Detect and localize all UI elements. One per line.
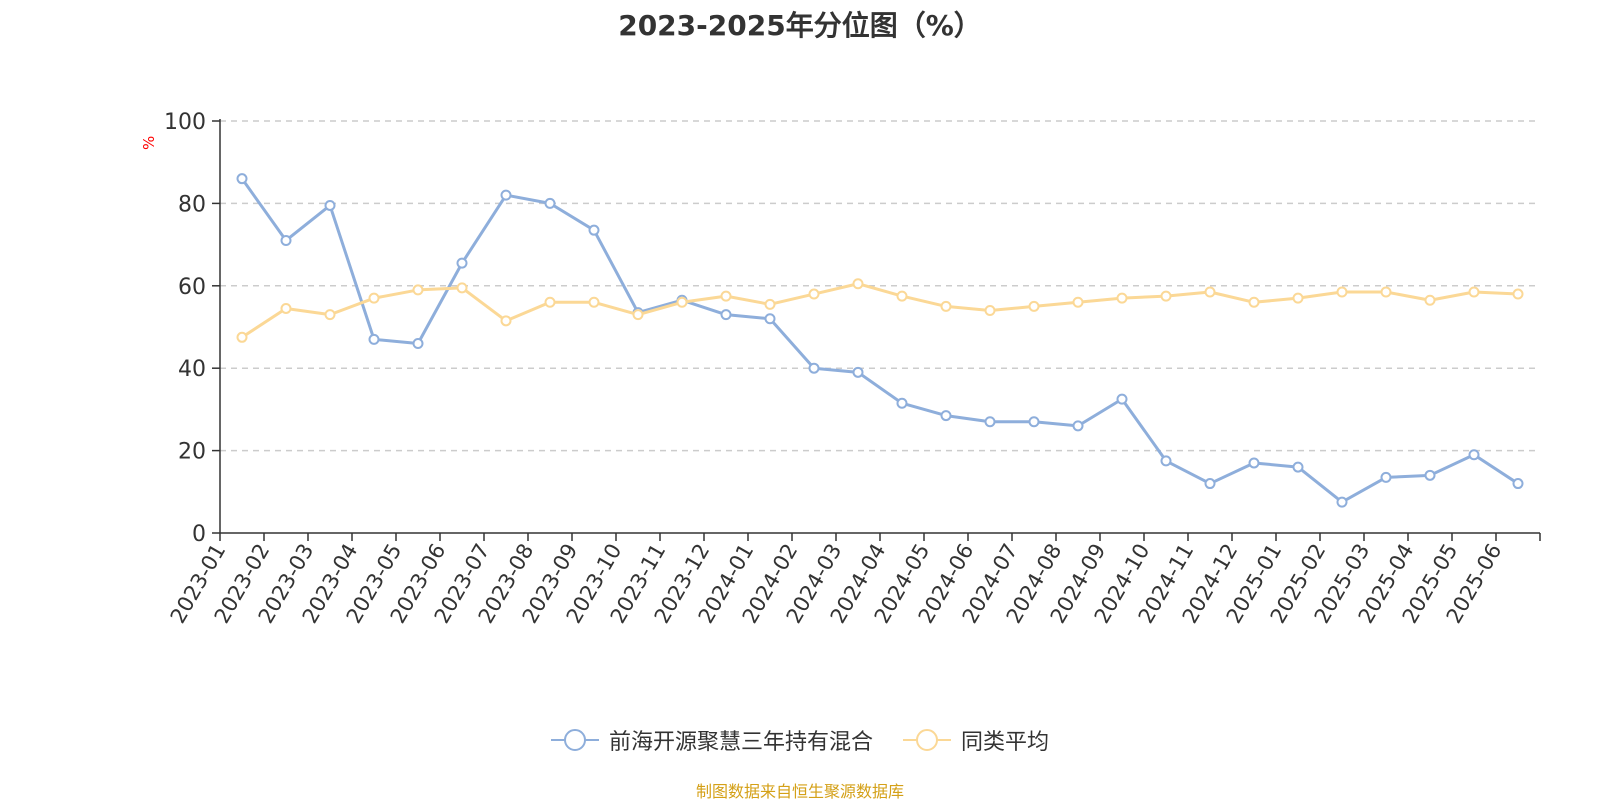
- data-point: [720, 309, 732, 321]
- legend-marker-series-1: [550, 729, 599, 751]
- data-point: [1204, 478, 1216, 490]
- data-point: [808, 288, 820, 300]
- data-point: [896, 397, 908, 409]
- data-point: [500, 315, 512, 327]
- y-tick-label: 80: [178, 192, 206, 217]
- legend-label-series-2: 同类平均: [961, 730, 1050, 755]
- legend-item-series-1[interactable]: 前海开源聚慧三年持有混合: [550, 724, 873, 756]
- data-point: [1336, 496, 1348, 508]
- data-point: [1292, 292, 1304, 304]
- data-point: [984, 305, 996, 317]
- data-point: [280, 234, 292, 246]
- data-point: [1028, 300, 1040, 312]
- data-point: [1248, 296, 1260, 308]
- source-note: 制图数据来自恒生聚源数据库: [695, 782, 904, 801]
- data-point: [324, 199, 336, 211]
- data-point: [764, 313, 776, 325]
- data-point: [588, 296, 600, 308]
- data-point: [456, 282, 468, 294]
- data-point: [1028, 416, 1040, 428]
- y-tick-label: 40: [178, 357, 206, 382]
- legend: 前海开源聚慧三年持有混合 同类平均: [0, 724, 1600, 756]
- data-point: [852, 366, 864, 378]
- legend-label-series-1: 前海开源聚慧三年持有混合: [608, 730, 873, 755]
- data-point: [368, 292, 380, 304]
- data-point: [236, 331, 248, 343]
- data-point: [368, 333, 380, 345]
- data-point: [1424, 294, 1436, 306]
- data-point: [1292, 461, 1304, 473]
- data-point: [1116, 393, 1128, 405]
- data-point: [1468, 286, 1480, 298]
- data-point: [1512, 288, 1524, 300]
- data-point: [456, 257, 468, 269]
- data-point: [1204, 286, 1216, 298]
- data-point: [984, 416, 996, 428]
- data-point: [720, 290, 732, 302]
- data-point: [1512, 478, 1524, 490]
- data-point: [236, 173, 248, 185]
- data-point: [1248, 457, 1260, 469]
- y-tick-label: 20: [178, 440, 206, 465]
- series-line-2: [241, 282, 1519, 339]
- data-point: [1116, 292, 1128, 304]
- y-tick-label: 0: [192, 522, 206, 547]
- data-point: [808, 362, 820, 374]
- data-point: [324, 309, 336, 321]
- data-point: [632, 309, 644, 321]
- data-point: [500, 189, 512, 201]
- data-point: [852, 278, 864, 290]
- legend-marker-series-2: [903, 729, 951, 751]
- y-tick-label: 60: [178, 275, 206, 300]
- data-point: [1072, 420, 1084, 432]
- data-point: [280, 302, 292, 314]
- y-tick-label: 100: [164, 110, 206, 135]
- data-point: [1380, 286, 1392, 298]
- data-point: [1072, 296, 1084, 308]
- data-point: [544, 197, 556, 209]
- data-point: [1160, 290, 1172, 302]
- series-line-1: [240, 177, 1519, 504]
- data-point: [1468, 449, 1480, 461]
- data-point: [412, 337, 424, 349]
- data-point: [588, 224, 600, 236]
- legend-item-series-2[interactable]: 同类平均: [903, 724, 1049, 756]
- data-point: [940, 410, 952, 422]
- data-point: [764, 298, 776, 310]
- data-point: [940, 300, 952, 312]
- data-point: [412, 284, 424, 296]
- data-point: [1336, 286, 1348, 298]
- data-point: [896, 290, 908, 302]
- data-point: [676, 296, 688, 308]
- data-point: [1160, 455, 1172, 467]
- chart-title: 2023-2025年分位图（%）: [618, 9, 982, 42]
- data-point: [544, 296, 556, 308]
- data-point: [1424, 469, 1436, 481]
- data-point: [1380, 471, 1392, 483]
